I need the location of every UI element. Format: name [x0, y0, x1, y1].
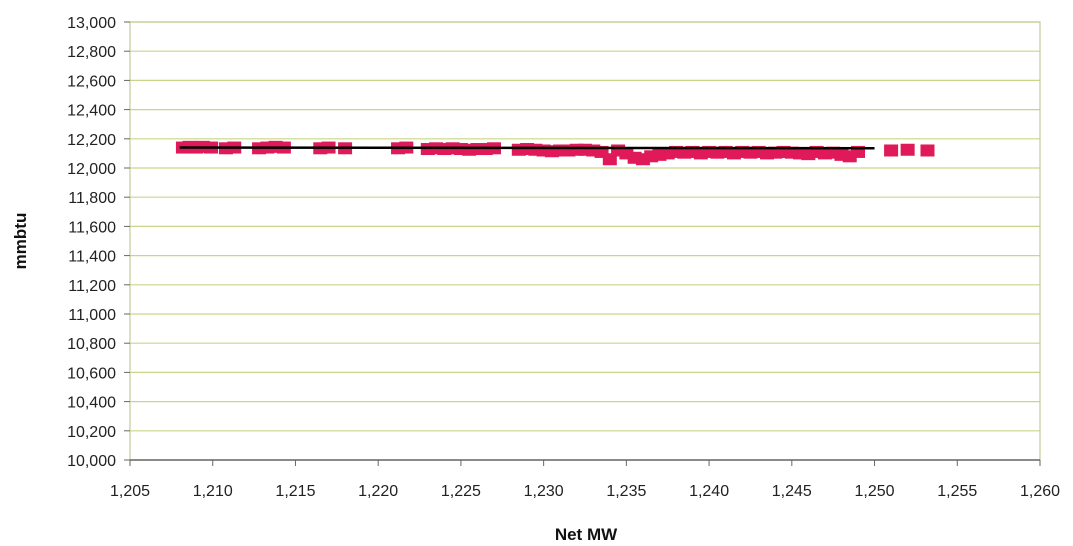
x-tick-label: 1,225 — [441, 483, 481, 500]
y-tick-label: 12,800 — [67, 44, 116, 61]
data-points — [175, 140, 935, 166]
x-tick-label: 1,240 — [689, 483, 729, 500]
x-tick-label: 1,205 — [110, 483, 150, 500]
y-tick-label: 10,000 — [67, 453, 116, 470]
y-tick-label: 12,000 — [67, 161, 116, 178]
y-tick-label: 10,600 — [67, 365, 116, 382]
x-tick-label: 1,210 — [193, 483, 233, 500]
gridlines — [130, 21, 1040, 432]
x-axis: 1,205 1,210 1,215 1,220 1,225 1,230 1,235 1,240… — [110, 460, 1060, 500]
data-point — [920, 144, 935, 157]
y-tick-label: 11,600 — [68, 219, 116, 236]
x-tick-label: 1,230 — [524, 483, 564, 500]
x-tick-label: 1,250 — [855, 483, 895, 500]
y-axis-title: mmbtu — [11, 213, 30, 270]
y-tick-label: 10,200 — [67, 424, 116, 441]
x-tick-label: 1,255 — [937, 483, 977, 500]
y-tick-label: 12,600 — [67, 73, 116, 90]
x-tick-label: 1,235 — [606, 483, 646, 500]
y-tick-label: 13,000 — [67, 15, 116, 32]
y-axis: 10,000 10,200 10,400 10,600 10,800 11,000 11,2… — [67, 15, 130, 470]
x-axis-title: Net MW — [555, 525, 618, 544]
data-point — [900, 143, 915, 156]
y-tick-label: 10,400 — [67, 395, 116, 412]
y-tick-label: 11,200 — [68, 278, 116, 295]
x-tick-label: 1,245 — [772, 483, 812, 500]
y-tick-label: 10,800 — [67, 336, 116, 353]
x-tick-label: 1,260 — [1020, 483, 1060, 500]
x-tick-label: 1,220 — [358, 483, 398, 500]
y-tick-label: 11,400 — [68, 249, 116, 266]
y-tick-label: 12,200 — [67, 132, 116, 149]
trendline — [179, 146, 875, 150]
x-tick-label: 1,215 — [275, 483, 315, 500]
plot-area — [129, 21, 1041, 461]
y-tick-label: 11,800 — [68, 190, 116, 207]
y-tick-label: 11,000 — [68, 307, 116, 324]
data-point — [884, 144, 899, 157]
y-tick-label: 12,400 — [67, 103, 116, 120]
